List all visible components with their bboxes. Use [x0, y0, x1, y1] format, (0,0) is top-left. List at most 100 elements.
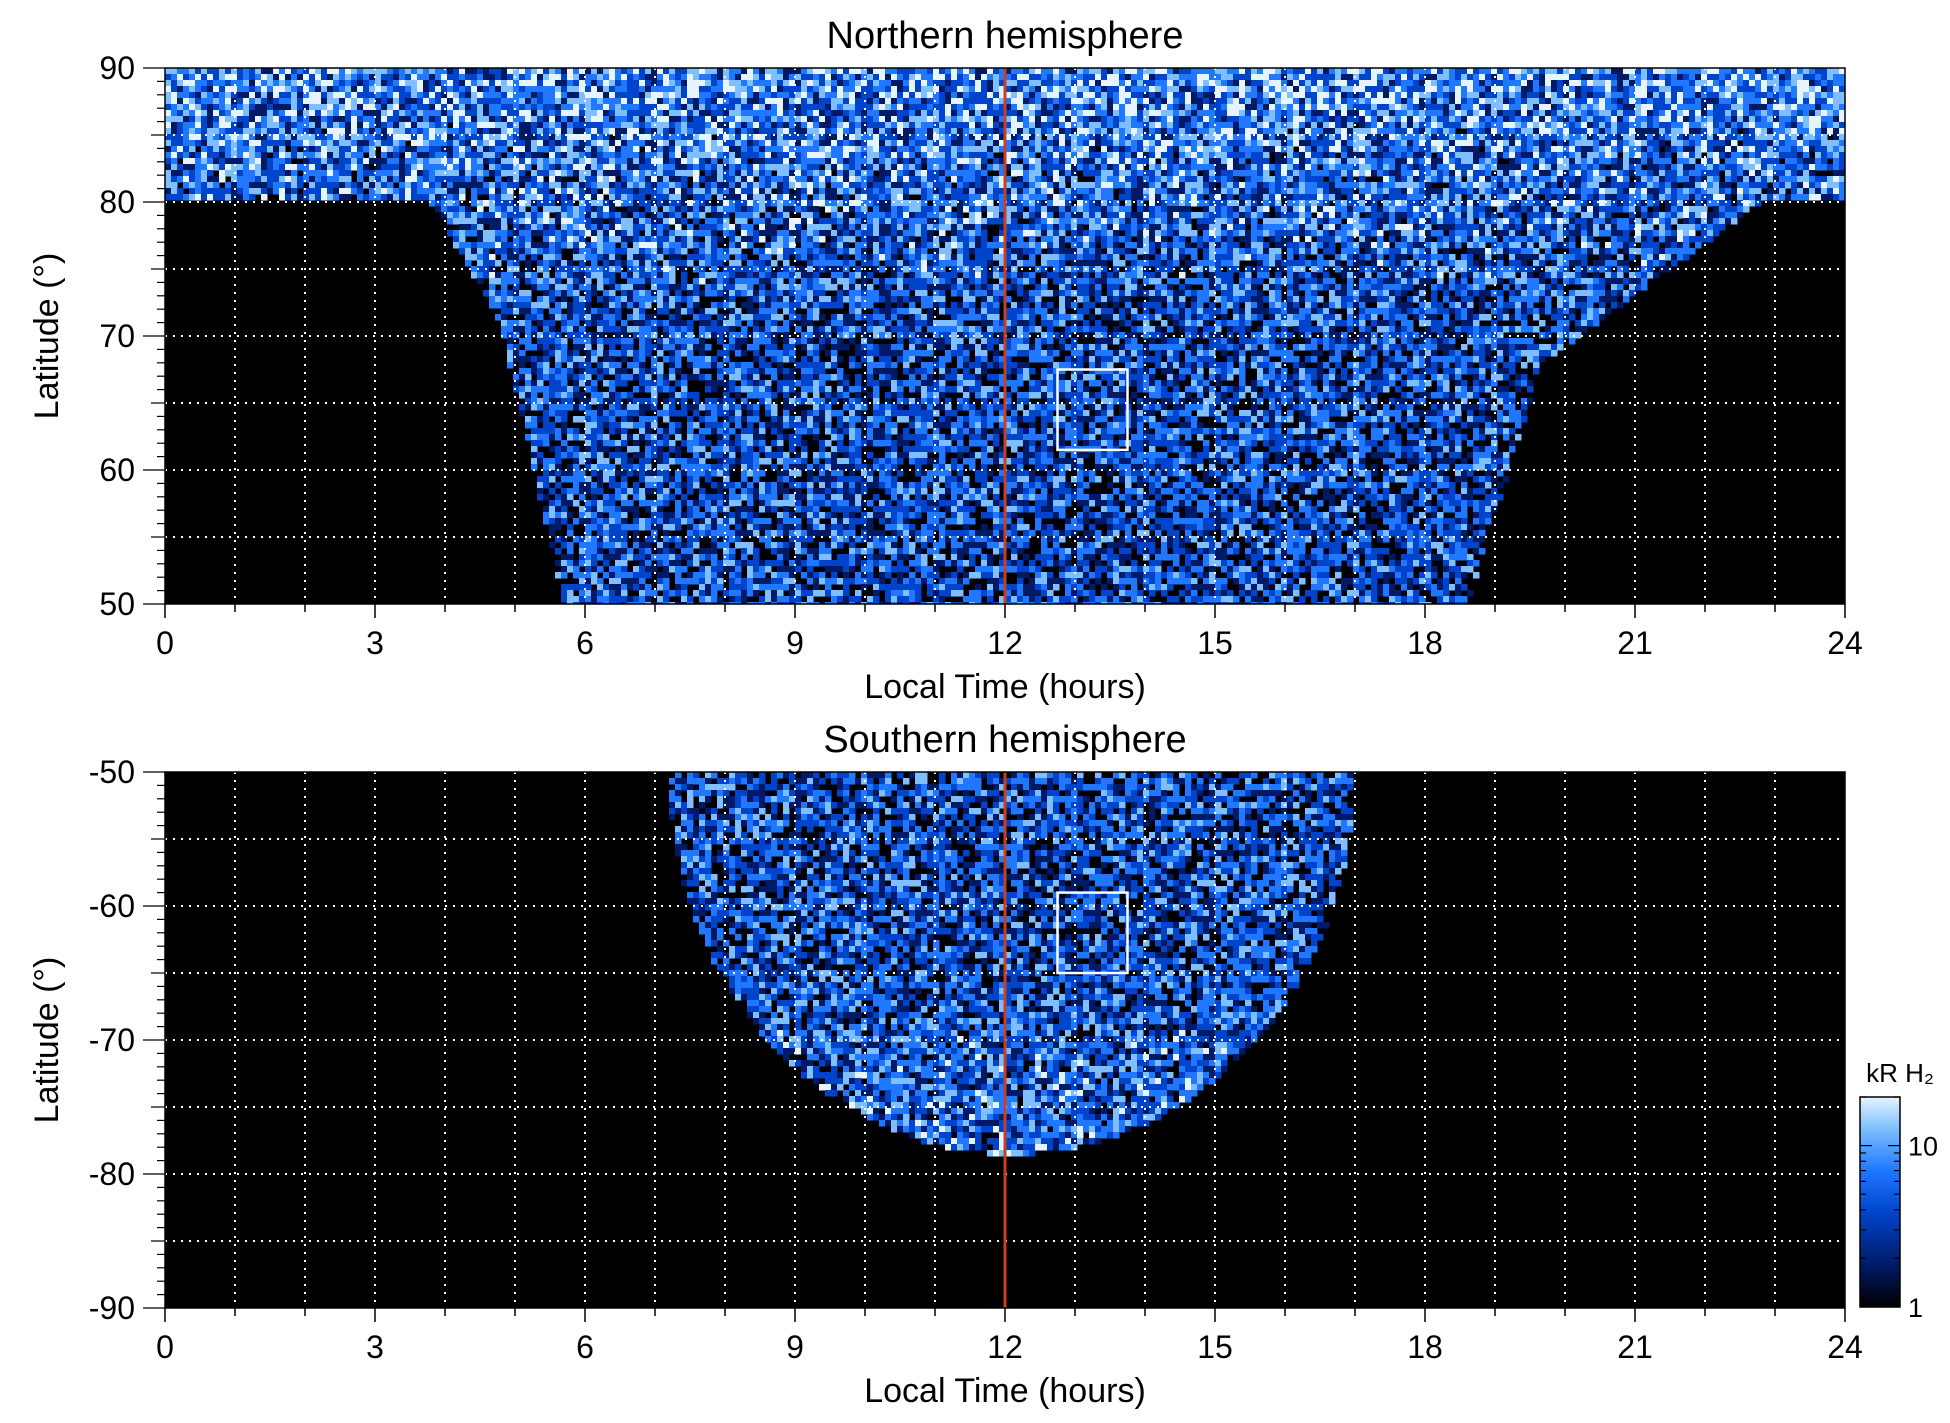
northern-emission-cell	[639, 596, 646, 603]
northern-emission-cell	[651, 326, 658, 333]
northern-emission-cell	[633, 452, 640, 459]
northern-emission-cell	[423, 92, 430, 99]
northern-emission-cell	[621, 320, 628, 327]
northern-emission-cell	[807, 134, 814, 141]
northern-emission-cell	[705, 80, 712, 87]
northern-emission-cell	[675, 290, 682, 297]
northern-emission-cell	[807, 494, 814, 501]
northern-emission-cell	[477, 200, 484, 207]
northern-emission-cell	[615, 368, 622, 375]
northern-emission-cell	[537, 104, 544, 111]
northern-emission-cell	[177, 134, 184, 141]
northern-emission-cell	[759, 170, 766, 177]
northern-emission-cell	[573, 230, 580, 237]
northern-emission-cell	[771, 110, 778, 117]
northern-emission-cell	[621, 560, 628, 567]
northern-emission-cell	[777, 560, 784, 567]
northern-emission-cell	[795, 152, 802, 159]
northern-emission-cell	[543, 218, 550, 225]
northern-emission-cell	[699, 350, 706, 357]
northern-emission-cell	[687, 320, 694, 327]
northern-emission-cell	[633, 248, 640, 255]
northern-emission-cell	[363, 110, 370, 117]
northern-emission-cell	[777, 92, 784, 99]
northern-emission-cell	[273, 134, 280, 141]
northern-emission-cell	[753, 320, 760, 327]
northern-emission-cell	[771, 308, 778, 315]
northern-emission-cell	[261, 176, 268, 183]
northern-emission-cell	[597, 578, 604, 585]
northern-emission-cell	[555, 458, 562, 465]
northern-emission-cell	[243, 164, 250, 171]
northern-emission-cell	[615, 506, 622, 513]
northern-emission-cell	[777, 578, 784, 585]
northern-emission-cell	[699, 548, 706, 555]
northern-emission-cell	[645, 584, 652, 591]
northern-emission-cell	[657, 410, 664, 417]
northern-emission-cell	[453, 176, 460, 183]
northern-emission-cell	[477, 254, 484, 261]
northern-emission-cell	[363, 104, 370, 111]
northern-emission-cell	[585, 548, 592, 555]
northern-emission-cell	[771, 152, 778, 159]
northern-emission-cell	[585, 362, 592, 369]
northern-emission-cell	[165, 104, 172, 111]
northern-emission-cell	[681, 266, 688, 273]
northern-emission-cell	[435, 86, 442, 93]
northern-emission-cell	[297, 128, 304, 135]
northern-emission-cell	[783, 266, 790, 273]
northern-emission-cell	[645, 470, 652, 477]
northern-emission-cell	[327, 146, 334, 153]
northern-emission-cell	[429, 110, 436, 117]
northern-emission-cell	[267, 158, 274, 165]
northern-emission-cell	[705, 194, 712, 201]
northern-emission-cell	[519, 74, 526, 81]
northern-emission-cell	[597, 338, 604, 345]
northern-emission-cell	[435, 176, 442, 183]
northern-emission-cell	[705, 242, 712, 249]
northern-emission-cell	[597, 170, 604, 177]
northern-emission-cell	[741, 506, 748, 513]
northern-emission-cell	[705, 104, 712, 111]
northern-emission-cell	[243, 116, 250, 123]
northern-emission-cell	[423, 194, 430, 201]
northern-emission-cell	[261, 182, 268, 189]
northern-emission-cell	[453, 194, 460, 201]
northern-emission-cell	[741, 224, 748, 231]
northern-emission-cell	[591, 416, 598, 423]
northern-emission-cell	[339, 140, 346, 147]
northern-emission-cell	[585, 560, 592, 567]
northern-emission-cell	[339, 116, 346, 123]
northern-emission-cell	[477, 248, 484, 255]
northern-emission-cell	[507, 134, 514, 141]
northern-emission-cell	[405, 134, 412, 141]
northern-emission-cell	[681, 374, 688, 381]
northern-emission-cell	[591, 596, 598, 603]
northern-emission-cell	[561, 446, 568, 453]
northern-emission-cell	[651, 134, 658, 141]
northern-emission-cell	[255, 170, 262, 177]
northern-emission-cell	[561, 494, 568, 501]
northern-emission-cell	[609, 590, 616, 597]
northern-emission-cell	[477, 116, 484, 123]
northern-emission-cell	[729, 344, 736, 351]
northern-emission-cell	[615, 584, 622, 591]
northern-emission-cell	[507, 296, 514, 303]
northern-emission-cell	[189, 122, 196, 129]
northern-emission-cell	[363, 134, 370, 141]
northern-emission-cell	[543, 470, 550, 477]
northern-emission-cell	[435, 152, 442, 159]
northern-emission-cell	[309, 158, 316, 165]
northern-emission-cell	[615, 98, 622, 105]
northern-emission-cell	[183, 194, 190, 201]
northern-emission-cell	[603, 176, 610, 183]
northern-emission-cell	[375, 80, 382, 87]
northern-emission-cell	[237, 86, 244, 93]
northern-emission-cell	[579, 140, 586, 147]
northern-emission-cell	[537, 278, 544, 285]
northern-emission-cell	[801, 512, 808, 519]
northern-emission-cell	[387, 104, 394, 111]
northern-emission-cell	[723, 92, 730, 99]
northern-emission-cell	[717, 524, 724, 531]
northern-emission-cell	[669, 200, 676, 207]
